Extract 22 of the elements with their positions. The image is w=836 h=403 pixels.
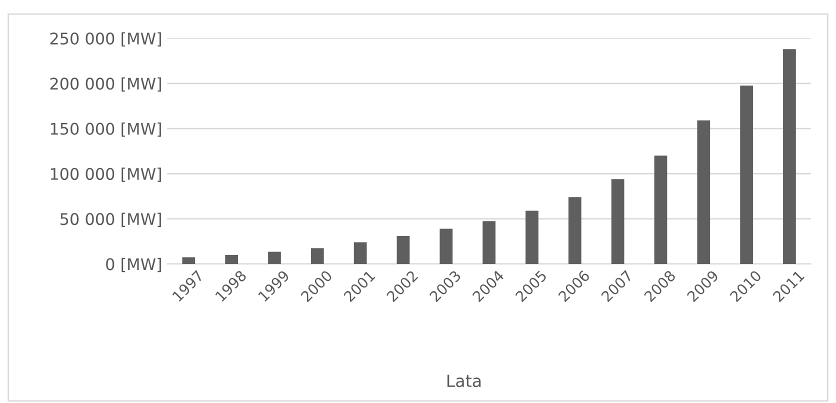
y-tick-label: 200 000 [MW] (50, 77, 161, 92)
bar (310, 248, 324, 264)
y-tick-label: 250 000 [MW] (50, 32, 161, 46)
bar (783, 49, 796, 264)
bar (611, 179, 624, 264)
bar (225, 254, 238, 264)
bar (526, 210, 538, 264)
y-tick-label: 100 000 [MW] (50, 168, 161, 182)
y-tick-label: 50 000 [MW] (60, 212, 161, 228)
bar (440, 228, 453, 264)
bar (697, 120, 710, 264)
bar (654, 156, 668, 264)
bar (482, 221, 496, 264)
bar (182, 257, 196, 264)
bar (396, 236, 410, 264)
bar (268, 252, 281, 264)
y-tick-label: 0 [MW] (106, 258, 161, 272)
bar (740, 86, 753, 264)
y-tick-label: 150 000 [MW] (50, 122, 161, 137)
bar (568, 197, 582, 264)
x-axis-title: Lata (447, 374, 481, 388)
bar (354, 242, 367, 264)
